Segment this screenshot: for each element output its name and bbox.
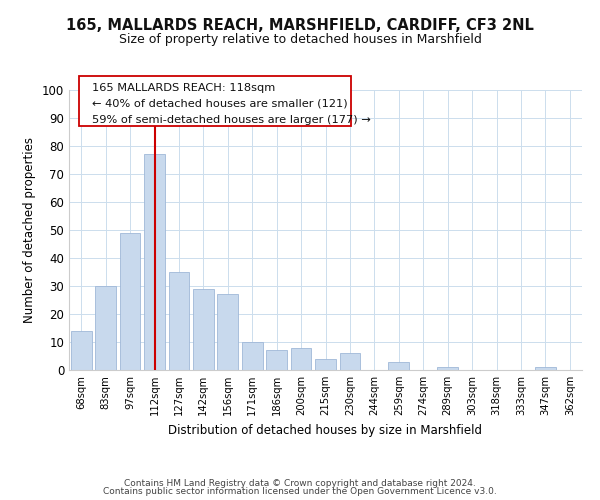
Text: Contains public sector information licensed under the Open Government Licence v3: Contains public sector information licen… [103, 487, 497, 496]
Bar [242, 342, 263, 370]
Text: 165, MALLARDS REACH, MARSHFIELD, CARDIFF, CF3 2NL: 165, MALLARDS REACH, MARSHFIELD, CARDIFF… [66, 18, 534, 32]
Text: Size of property relative to detached houses in Marshfield: Size of property relative to detached ho… [119, 32, 481, 46]
Text: 165 MALLARDS REACH: 118sqm: 165 MALLARDS REACH: 118sqm [92, 83, 275, 93]
Bar [290, 348, 311, 370]
Text: ← 40% of detached houses are smaller (121): ← 40% of detached houses are smaller (12… [92, 99, 348, 109]
Bar [95, 286, 116, 370]
Bar [119, 233, 140, 370]
Y-axis label: Number of detached properties: Number of detached properties [23, 137, 37, 323]
Text: Contains HM Land Registry data © Crown copyright and database right 2024.: Contains HM Land Registry data © Crown c… [124, 478, 476, 488]
Text: 59% of semi-detached houses are larger (177) →: 59% of semi-detached houses are larger (… [92, 115, 371, 125]
Bar [193, 289, 214, 370]
Bar [169, 272, 190, 370]
Bar [266, 350, 287, 370]
Bar [437, 367, 458, 370]
Bar [535, 367, 556, 370]
Bar [340, 353, 361, 370]
Bar [71, 331, 92, 370]
Bar [144, 154, 165, 370]
Bar [388, 362, 409, 370]
FancyBboxPatch shape [79, 76, 351, 126]
X-axis label: Distribution of detached houses by size in Marshfield: Distribution of detached houses by size … [169, 424, 482, 436]
Bar [217, 294, 238, 370]
Bar [315, 359, 336, 370]
